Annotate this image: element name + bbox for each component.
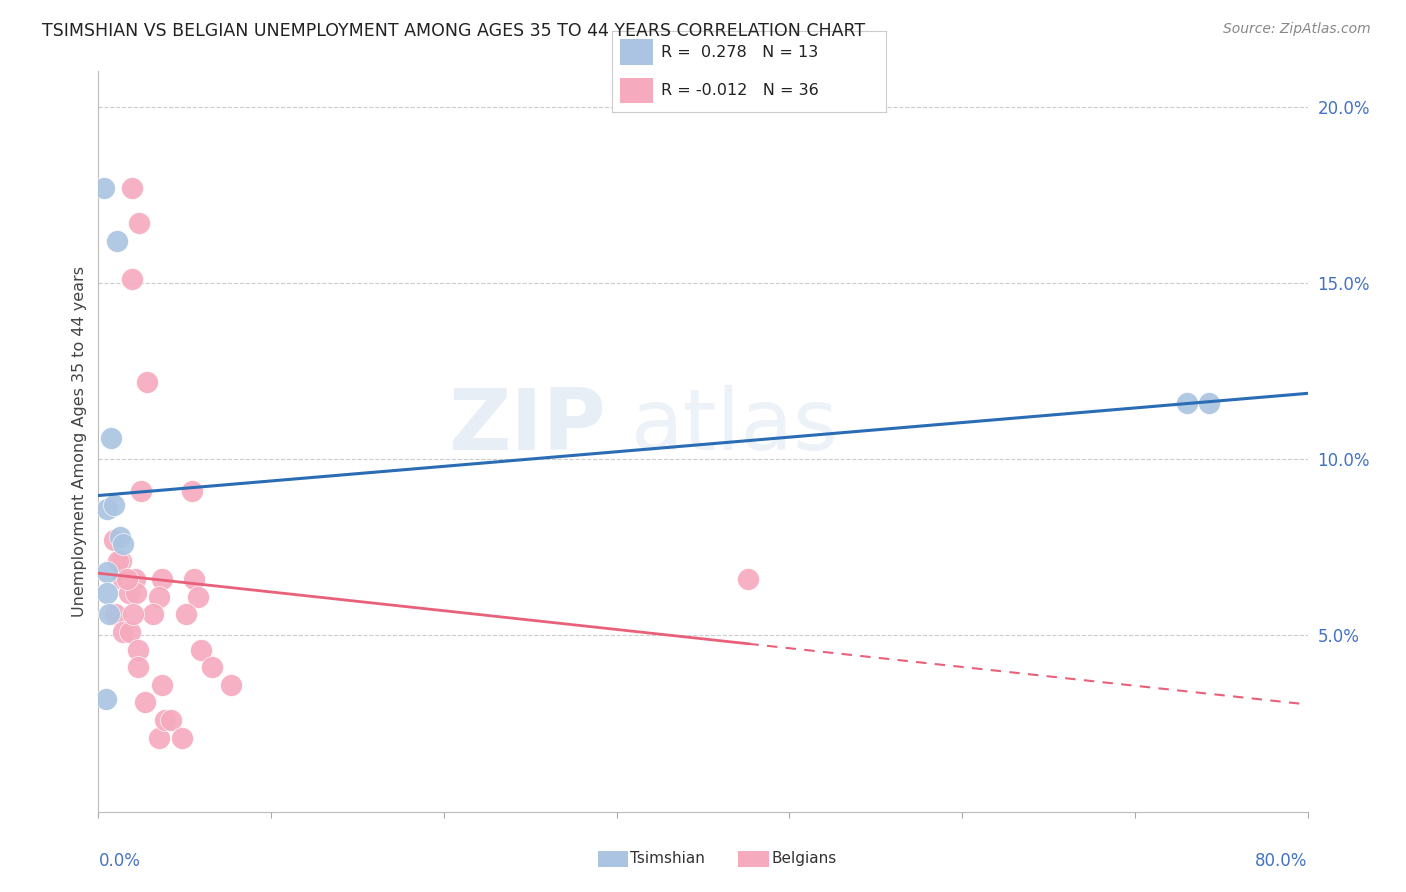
Point [127, 660, 149, 674]
Point [118, 586, 141, 600]
Point [103, 498, 125, 512]
Point [201, 660, 224, 674]
Text: Tsimshian: Tsimshian [630, 852, 704, 866]
Point [103, 533, 125, 548]
Text: R =  0.278   N = 13: R = 0.278 N = 13 [661, 45, 818, 61]
Y-axis label: Unemployment Among Ages 35 to 44 years: Unemployment Among Ages 35 to 44 years [72, 266, 87, 617]
Point [125, 586, 148, 600]
Text: ZIP: ZIP [449, 385, 606, 468]
Point [737, 572, 759, 586]
Point [129, 483, 152, 498]
Point [148, 590, 170, 604]
Point [181, 483, 204, 498]
Point [120, 624, 142, 639]
Text: 80.0%: 80.0% [1256, 853, 1308, 871]
Point [128, 216, 150, 230]
Point [148, 731, 170, 745]
Point [150, 678, 173, 692]
Text: TSIMSHIAN VS BELGIAN UNEMPLOYMENT AMONG AGES 35 TO 44 YEARS CORRELATION CHART: TSIMSHIAN VS BELGIAN UNEMPLOYMENT AMONG … [42, 22, 865, 40]
Point [96, 586, 118, 600]
Point [105, 234, 128, 248]
Point [134, 695, 156, 709]
Point [96, 501, 118, 516]
Text: atlas: atlas [630, 385, 838, 468]
Point [150, 572, 173, 586]
Point [107, 554, 129, 568]
Point [100, 431, 122, 445]
Point [142, 607, 165, 622]
Point [115, 572, 138, 586]
Bar [620, 78, 652, 103]
Text: 0.0%: 0.0% [98, 853, 141, 871]
Point [108, 530, 131, 544]
Point [122, 607, 145, 622]
Text: Source: ZipAtlas.com: Source: ZipAtlas.com [1223, 22, 1371, 37]
Point [183, 572, 205, 586]
Point [124, 572, 146, 586]
Point [1198, 396, 1220, 410]
Point [160, 713, 183, 727]
Point [111, 572, 134, 586]
Point [1175, 396, 1198, 410]
Point [93, 180, 115, 194]
Point [96, 565, 118, 579]
Point [127, 642, 149, 657]
Text: R = -0.012   N = 36: R = -0.012 N = 36 [661, 83, 818, 98]
Point [121, 272, 143, 286]
Text: Belgians: Belgians [772, 852, 837, 866]
Point [153, 713, 176, 727]
Point [98, 607, 121, 622]
Point [111, 624, 134, 639]
Point [221, 678, 243, 692]
Point [174, 607, 197, 622]
Point [110, 554, 132, 568]
Point [170, 731, 193, 745]
Point [111, 537, 134, 551]
Point [135, 375, 157, 389]
Point [187, 590, 209, 604]
Point [94, 692, 117, 706]
Bar [620, 39, 652, 65]
Point [121, 180, 143, 194]
Point [190, 642, 212, 657]
Point [104, 607, 127, 622]
